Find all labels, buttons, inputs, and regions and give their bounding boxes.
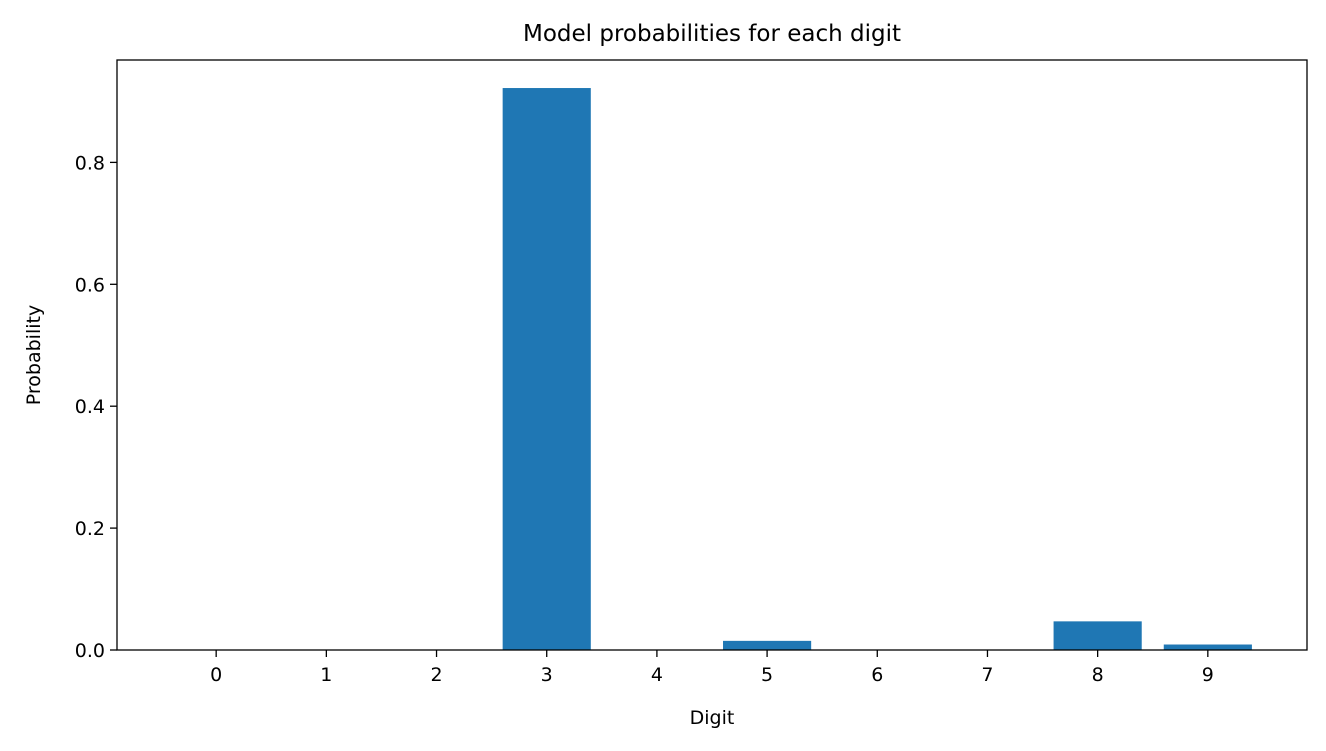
x-tick-label: 3 [541,664,553,686]
chart-title: Model probabilities for each digit [523,21,901,47]
bar-digit-9 [1163,644,1252,650]
bar-digit-5 [723,640,812,650]
x-tick-label: 4 [651,664,663,686]
bar-digit-8 [1053,621,1142,650]
x-tick-label: 8 [1092,664,1104,686]
x-tick-label: 5 [761,664,773,686]
y-axis-ticks: 0.0 0.2 0.4 0.6 0.8 [75,152,117,662]
x-axis-ticks: 0 1 2 3 4 5 6 7 8 9 [210,650,1214,686]
plot-frame [116,59,1308,651]
x-tick-label: 6 [871,664,883,686]
bar-digit-3 [502,88,591,651]
x-axis-label: Digit [690,707,735,729]
bars-group [172,88,1252,651]
x-tick-label: 9 [1202,664,1214,686]
x-tick-label: 1 [320,664,332,686]
y-tick-label: 0.0 [75,640,105,662]
y-axis-label: Probability [23,305,45,405]
y-tick-label: 0.2 [75,518,105,540]
y-tick-label: 0.4 [75,396,105,418]
y-tick-label: 0.8 [75,152,105,174]
x-tick-label: 0 [210,664,222,686]
x-tick-label: 2 [430,664,442,686]
x-tick-label: 7 [981,664,993,686]
y-tick-label: 0.6 [75,274,105,296]
